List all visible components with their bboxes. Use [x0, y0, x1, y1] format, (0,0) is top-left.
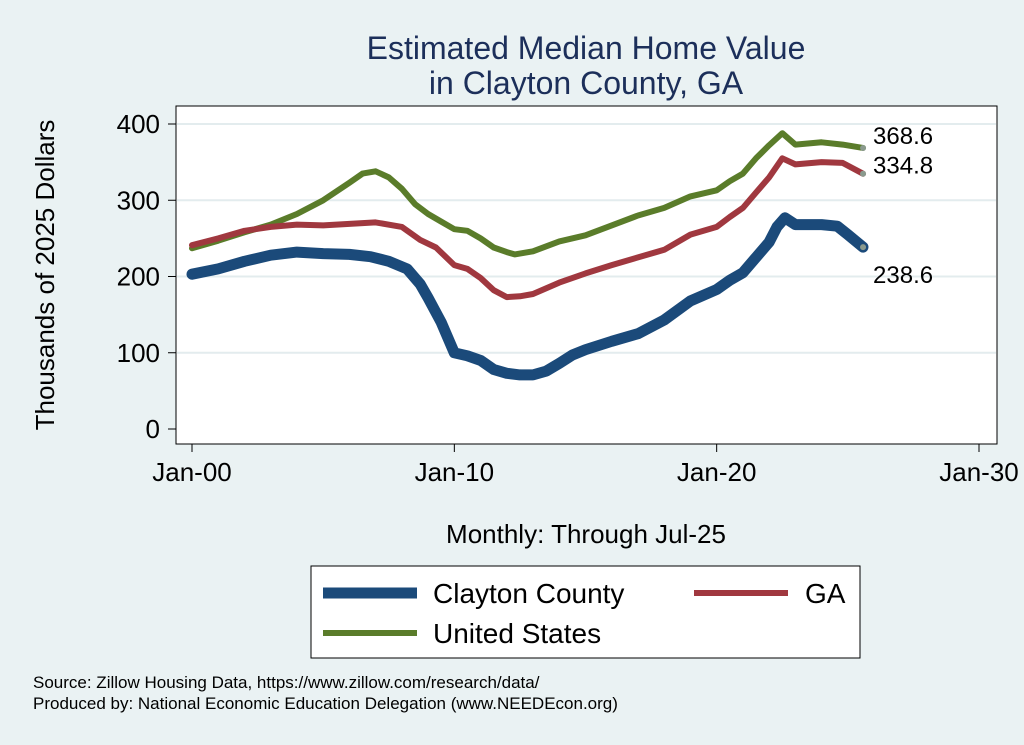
legend-label-ga: GA — [805, 578, 846, 609]
chart-title-line-2: in Clayton County, GA — [429, 65, 744, 101]
y-tick-label-0: 0 — [146, 414, 160, 444]
end-label-united-states: 368.6 — [873, 123, 933, 150]
chart-title-line-1: Estimated Median Home Value — [367, 30, 806, 66]
series-end-marker-clayton-county — [860, 244, 867, 251]
series-end-marker-united-states — [860, 144, 867, 151]
series-line-clayton-county — [186, 212, 869, 381]
y-tick-label-100: 100 — [117, 338, 160, 368]
x-tick-label-Jan-30: Jan-30 — [939, 457, 1019, 487]
producer-note: Produced by: National Economic Education… — [33, 694, 618, 713]
end-label-clayton-county: 238.6 — [873, 262, 933, 289]
source-note: Source: Zillow Housing Data, https://www… — [33, 673, 540, 692]
series-end-labels: 238.6 334.8 368.6 — [873, 123, 933, 289]
y-tick-label-300: 300 — [117, 185, 160, 215]
y-axis-ticks: 0 100 200 300 400 — [117, 109, 176, 444]
y-tick-label-200: 200 — [117, 262, 160, 292]
x-axis-ticks: Jan-00 Jan-10 Jan-20 Jan-30 — [152, 444, 1019, 487]
legend — [310, 565, 861, 659]
end-label-ga: 334.8 — [873, 153, 933, 180]
y-tick-label-400: 400 — [117, 109, 160, 139]
y-axis-label: Thousands of 2025 Dollars — [30, 120, 60, 431]
series-line-ga — [189, 155, 866, 301]
x-axis-label: Monthly: Through Jul-25 — [446, 519, 726, 549]
legend-label-clayton-county: Clayton County — [433, 578, 624, 609]
series-lines — [186, 130, 869, 381]
x-tick-label-Jan-00: Jan-00 — [152, 457, 232, 487]
series-end-marker-ga — [860, 170, 867, 177]
legend-label-united-states: United States — [433, 618, 601, 649]
x-tick-label-Jan-10: Jan-10 — [415, 457, 495, 487]
x-tick-label-Jan-20: Jan-20 — [677, 457, 757, 487]
series-line-united-states — [189, 130, 866, 258]
